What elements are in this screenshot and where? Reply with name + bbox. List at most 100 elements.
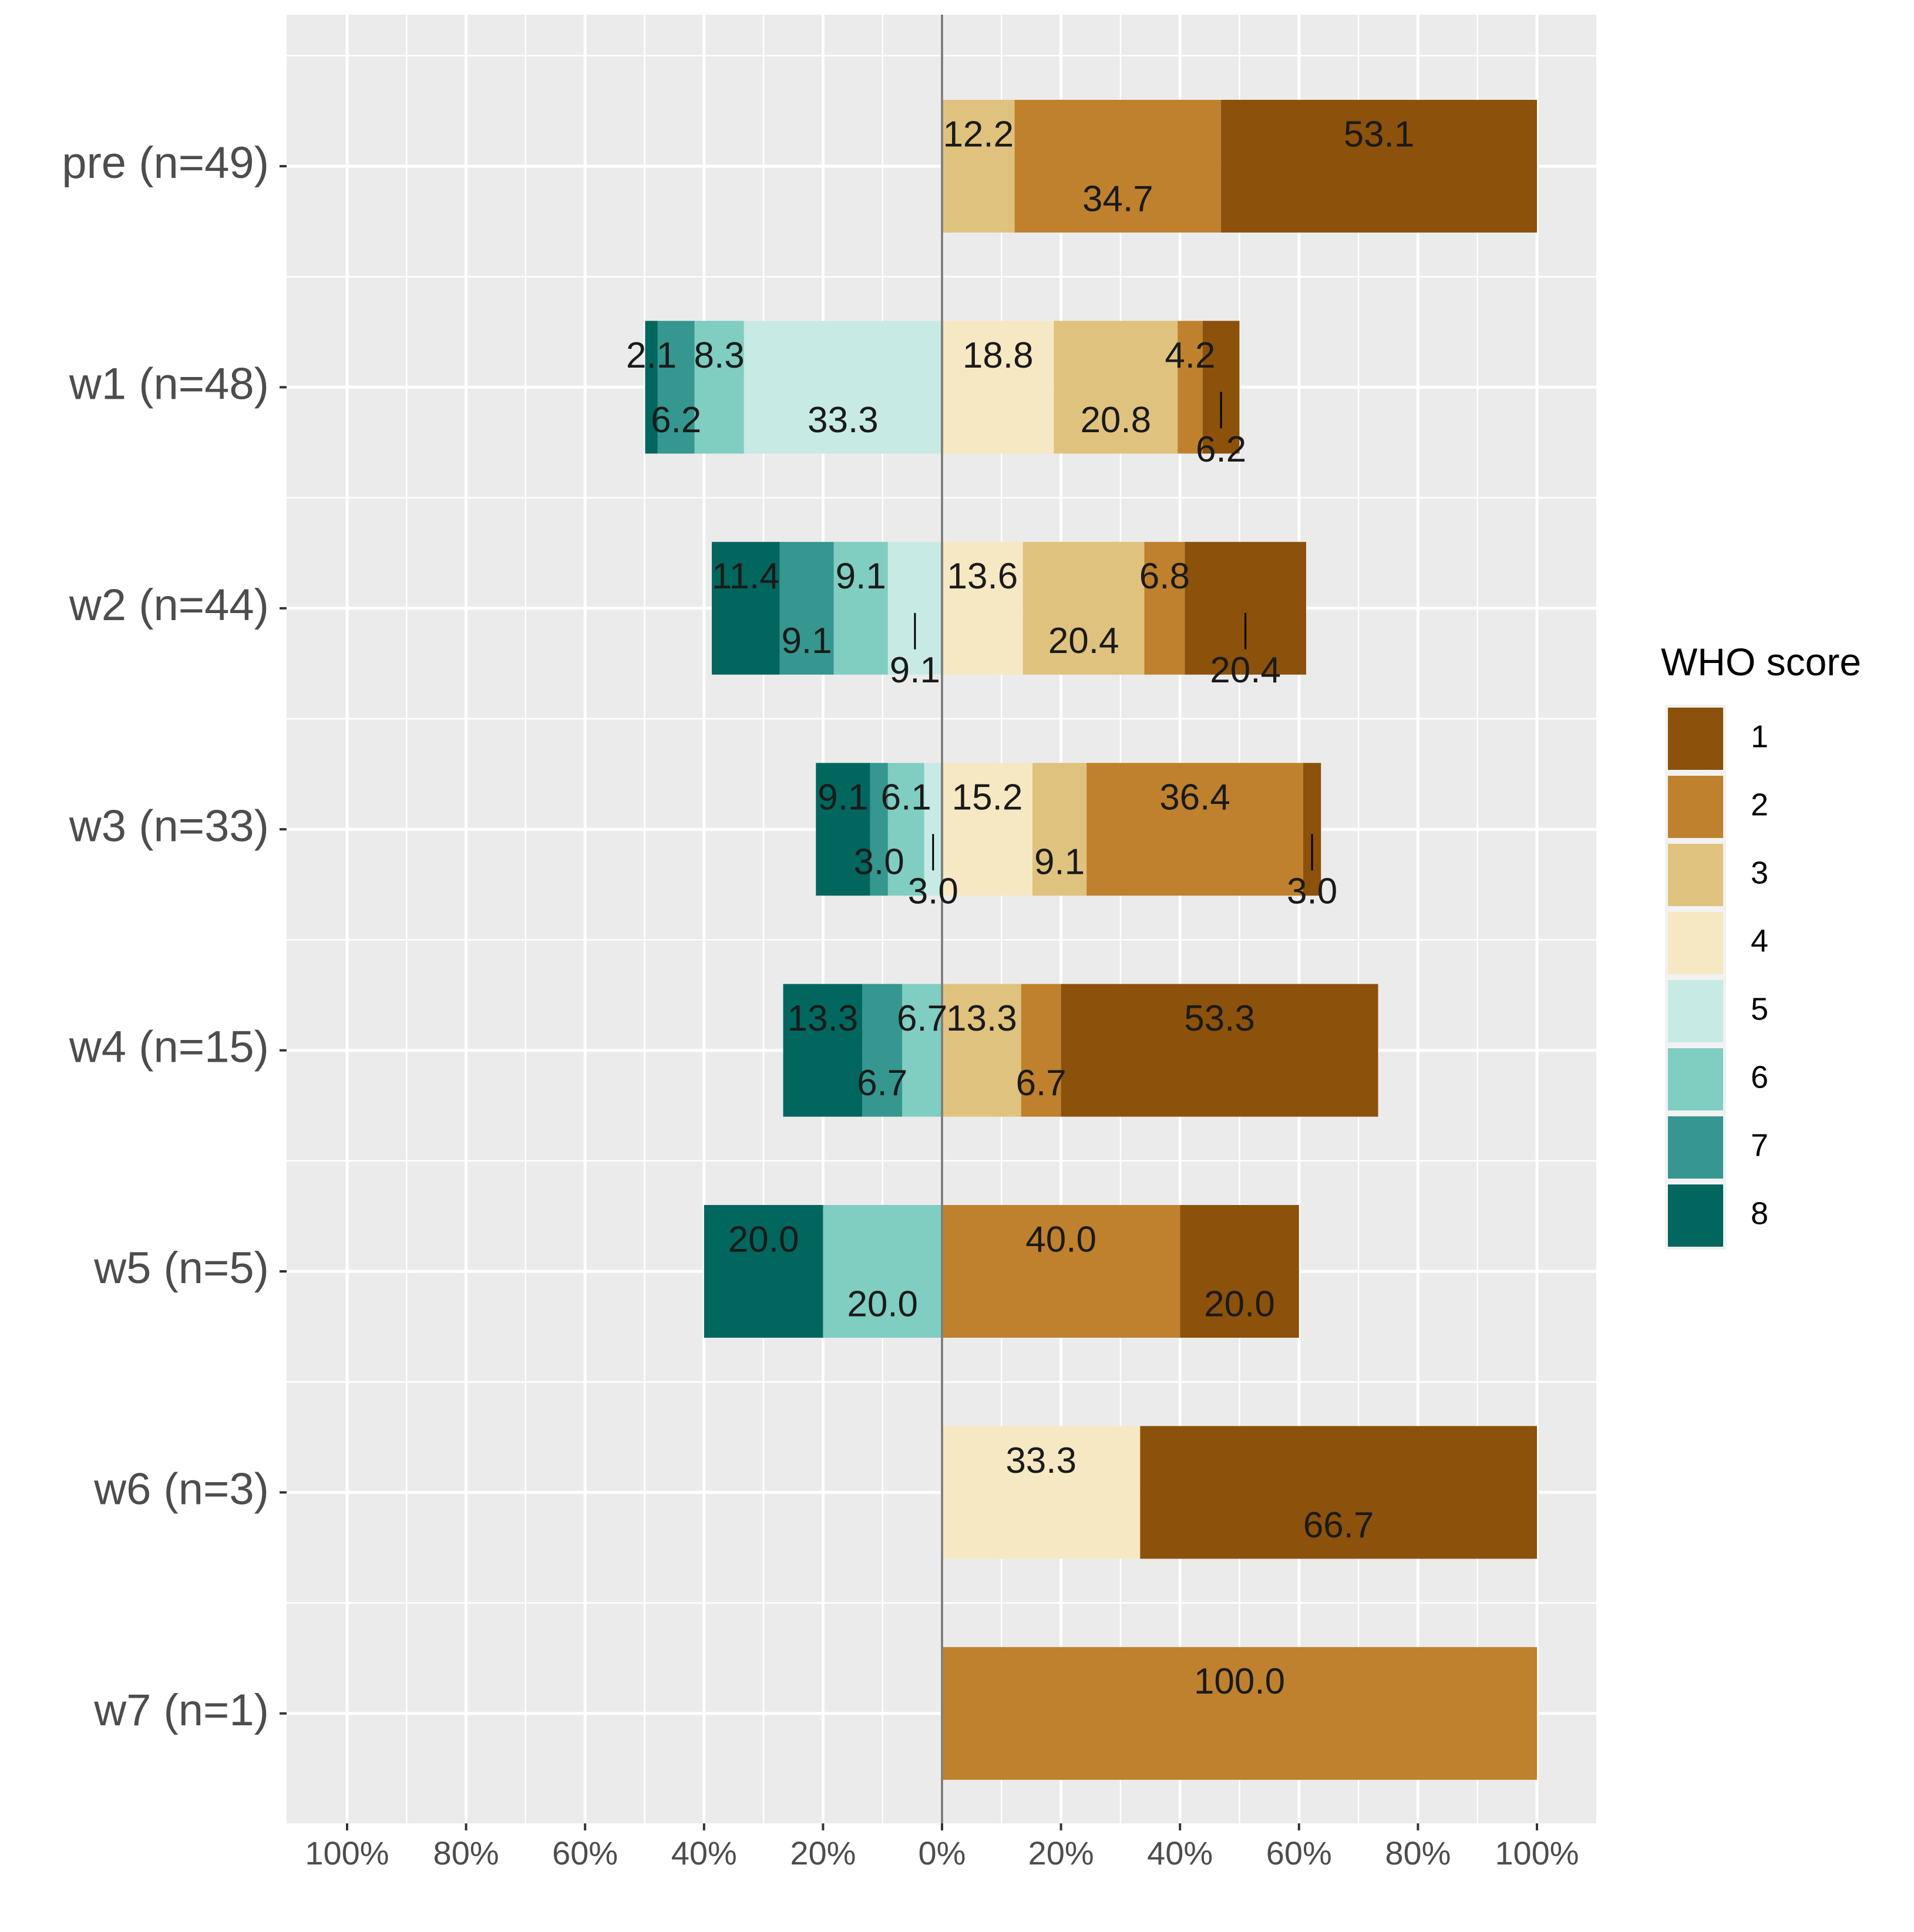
bar-segment-score-8 bbox=[816, 763, 870, 896]
bar-segment-score-6 bbox=[902, 984, 942, 1117]
data-label: 3.0 bbox=[1287, 871, 1337, 912]
y-tick-label: w7 (n=1) bbox=[93, 1685, 269, 1735]
bar-segment-score-2 bbox=[942, 1205, 1180, 1338]
bar-segment-score-8 bbox=[711, 541, 780, 675]
x-tick-label: 60% bbox=[552, 1835, 618, 1872]
bar-segment-score-4 bbox=[942, 541, 1023, 675]
data-label: 15.2 bbox=[952, 777, 1023, 818]
x-tick-label: 20% bbox=[1028, 1835, 1094, 1872]
y-tick-label: w5 (n=5) bbox=[93, 1243, 269, 1293]
x-tick-label: 80% bbox=[1385, 1835, 1451, 1872]
x-tick-label: 0% bbox=[919, 1835, 966, 1872]
data-label: 20.0 bbox=[1204, 1284, 1275, 1324]
data-label: 34.7 bbox=[1082, 179, 1153, 219]
x-tick-label: 100% bbox=[1495, 1835, 1579, 1872]
bar-segment-score-1 bbox=[1061, 984, 1378, 1117]
bar-segment-score-2 bbox=[1144, 541, 1185, 675]
data-label: 9.1 bbox=[818, 777, 868, 818]
bar-segment-score-6 bbox=[694, 321, 744, 454]
data-label: 20.4 bbox=[1210, 650, 1281, 691]
bar-segment-score-7 bbox=[657, 321, 695, 454]
data-label: 2.1 bbox=[626, 335, 677, 376]
data-label: 13.3 bbox=[946, 998, 1017, 1039]
bar-segment-score-7 bbox=[862, 984, 903, 1117]
legend-label: 3 bbox=[1751, 855, 1768, 890]
data-label: 20.0 bbox=[847, 1284, 918, 1324]
x-tick-label: 100% bbox=[305, 1835, 389, 1872]
data-label: 3.0 bbox=[854, 842, 904, 883]
bar-segment-score-1 bbox=[1221, 100, 1537, 233]
bar-segment-score-2 bbox=[1021, 984, 1061, 1117]
bar-segment-score-6 bbox=[833, 541, 888, 675]
bars-layer bbox=[645, 100, 1537, 1780]
x-tick-label: 60% bbox=[1266, 1835, 1332, 1872]
legend-key-4 bbox=[1668, 912, 1723, 974]
data-label: 6.8 bbox=[1139, 556, 1190, 597]
bar-segment-score-6 bbox=[887, 763, 924, 896]
data-label: 33.3 bbox=[808, 400, 879, 440]
data-label: 11.4 bbox=[712, 556, 780, 597]
legend-key-6 bbox=[1668, 1048, 1723, 1110]
data-label: 9.1 bbox=[890, 650, 940, 691]
bar-segment-score-1 bbox=[1180, 1205, 1299, 1338]
legend-label: 8 bbox=[1751, 1196, 1768, 1231]
legend-key-1 bbox=[1668, 708, 1723, 770]
x-axis: 100% 80% 60% 40% 20% 0% 20% 40% 60% 80% 100% bbox=[305, 1823, 1579, 1872]
bar-segment-score-7 bbox=[870, 763, 888, 896]
data-label: 53.3 bbox=[1184, 998, 1255, 1039]
legend-label: 6 bbox=[1751, 1059, 1768, 1095]
bar-segment-score-3 bbox=[1022, 541, 1145, 675]
bar-segment-score-4 bbox=[942, 321, 1054, 454]
y-tick-label: w6 (n=3) bbox=[93, 1464, 269, 1514]
x-tick-label: 80% bbox=[433, 1835, 499, 1872]
data-label: 20.0 bbox=[728, 1219, 799, 1260]
bar-segment-score-3 bbox=[942, 984, 1021, 1117]
data-label: 9.1 bbox=[836, 556, 886, 597]
y-tick-label: w1 (n=48) bbox=[69, 359, 269, 409]
data-label: 20.4 bbox=[1048, 621, 1119, 661]
data-label: 13.6 bbox=[947, 556, 1018, 597]
bar-segment-score-2 bbox=[1086, 763, 1303, 896]
x-tick-label: 40% bbox=[671, 1835, 737, 1872]
bar-segment-score-5 bbox=[924, 763, 942, 896]
legend-key-8 bbox=[1668, 1184, 1723, 1247]
y-tick-label: w2 (n=44) bbox=[69, 580, 269, 630]
legend-label: 4 bbox=[1751, 923, 1768, 958]
bar-segment-score-6 bbox=[823, 1205, 942, 1338]
bar-segment-score-4 bbox=[942, 1426, 1141, 1559]
bar-segment-score-2 bbox=[1014, 100, 1222, 233]
y-tick-label: pre (n=49) bbox=[62, 138, 269, 188]
data-label: 9.1 bbox=[781, 621, 832, 661]
data-label: 13.3 bbox=[788, 998, 859, 1039]
data-label: 36.4 bbox=[1159, 777, 1230, 818]
data-label: 9.1 bbox=[1034, 842, 1085, 883]
bar-segment-score-4 bbox=[942, 763, 1032, 896]
legend-label: 5 bbox=[1751, 991, 1768, 1026]
data-label: 33.3 bbox=[1005, 1440, 1077, 1481]
data-labels-layer: 12.2 34.7 53.1 2.1 6.2 8.3 33.3 18.8 20.8 4.2 6.2 1… bbox=[626, 114, 1414, 1702]
bar-segment-score-8 bbox=[645, 321, 658, 454]
x-tick-label: 20% bbox=[790, 1835, 856, 1872]
bar-segment-score-3 bbox=[1054, 321, 1178, 454]
data-label: 6.7 bbox=[1016, 1063, 1067, 1103]
y-tick-label: w4 (n=15) bbox=[69, 1022, 269, 1072]
y-tick-label: w3 (n=33) bbox=[69, 801, 269, 851]
legend-label: 2 bbox=[1751, 787, 1768, 822]
bar-segment-score-1 bbox=[1185, 541, 1306, 675]
data-label: 6.1 bbox=[881, 777, 931, 818]
data-label: 53.1 bbox=[1344, 114, 1415, 154]
data-label: 66.7 bbox=[1303, 1505, 1374, 1546]
data-label: 20.8 bbox=[1080, 400, 1151, 440]
data-label: 6.2 bbox=[1196, 429, 1246, 470]
bar-segment-score-1 bbox=[1202, 321, 1240, 454]
y-axis: pre (n=49) w1 (n=48) w2 (n=44) w3 (n=33) w4 … bbox=[62, 138, 287, 1735]
bar-segment-score-2 bbox=[1178, 321, 1203, 454]
x-tick-label: 40% bbox=[1147, 1835, 1213, 1872]
data-label: 18.8 bbox=[963, 335, 1034, 376]
bar-segment-score-3 bbox=[1032, 763, 1087, 896]
legend-label: 7 bbox=[1751, 1127, 1768, 1163]
bar-segment-score-5 bbox=[744, 321, 942, 454]
data-label: 4.2 bbox=[1165, 335, 1215, 376]
bar-segment-score-3 bbox=[942, 100, 1015, 233]
bar-segment-score-1 bbox=[1140, 1426, 1537, 1559]
